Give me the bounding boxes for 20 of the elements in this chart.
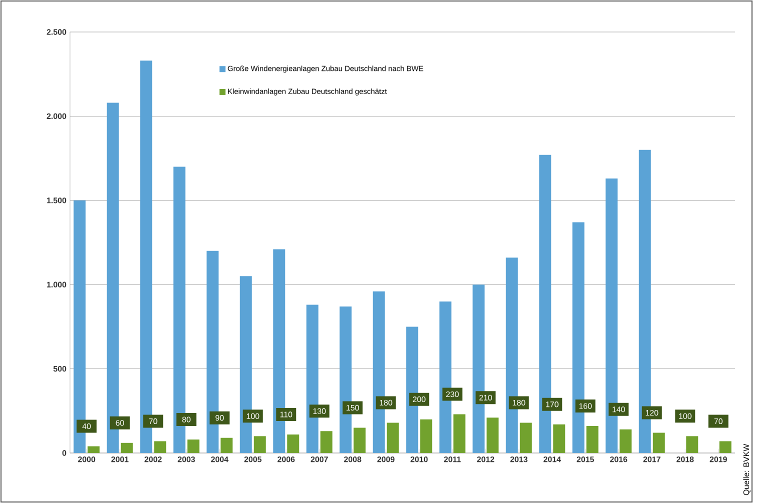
bar xyxy=(486,418,499,453)
bar xyxy=(154,441,166,453)
bar xyxy=(254,436,266,453)
bar xyxy=(652,432,665,453)
bar xyxy=(88,446,100,453)
bar xyxy=(586,426,598,453)
bar xyxy=(553,424,566,453)
bar xyxy=(453,414,466,453)
bar xyxy=(120,442,133,453)
bar xyxy=(420,419,432,453)
bar xyxy=(386,422,399,453)
bar xyxy=(220,438,233,453)
bar xyxy=(320,431,332,453)
bar xyxy=(719,441,732,453)
bar xyxy=(187,440,200,453)
bar xyxy=(620,429,632,453)
bar xyxy=(287,434,300,453)
bar xyxy=(686,436,698,453)
bar xyxy=(520,422,532,453)
bar xyxy=(354,428,366,453)
